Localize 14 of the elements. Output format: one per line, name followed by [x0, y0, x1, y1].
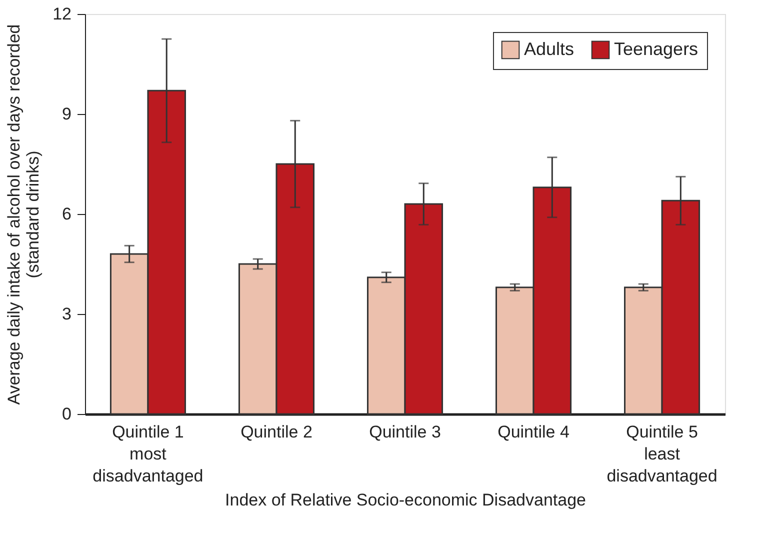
legend-label: Adults	[524, 38, 574, 59]
x-tick-label: Quintile 4	[498, 422, 570, 442]
y-tick-label: 0	[62, 404, 72, 424]
y-axis-title: Average daily intake of alcohol over days recorded (standard drinks)	[4, 24, 43, 405]
x-axis-title: Index of Relative Socio-economic Disadvantage	[225, 490, 586, 510]
y-tick-label: 9	[62, 104, 72, 124]
legend-label: Teenagers	[614, 38, 698, 59]
x-tick-label: Quintile 5 least disadvantaged	[606, 422, 718, 486]
x-tick-label: Quintile 1 most disadvantaged	[92, 422, 204, 486]
y-tick-label: 6	[62, 204, 72, 224]
x-tick-label: Quintile 3	[369, 422, 441, 442]
y-tick-label: 3	[62, 304, 72, 324]
y-tick-label: 12	[52, 4, 72, 24]
x-tick-label: Quintile 2	[240, 422, 312, 442]
